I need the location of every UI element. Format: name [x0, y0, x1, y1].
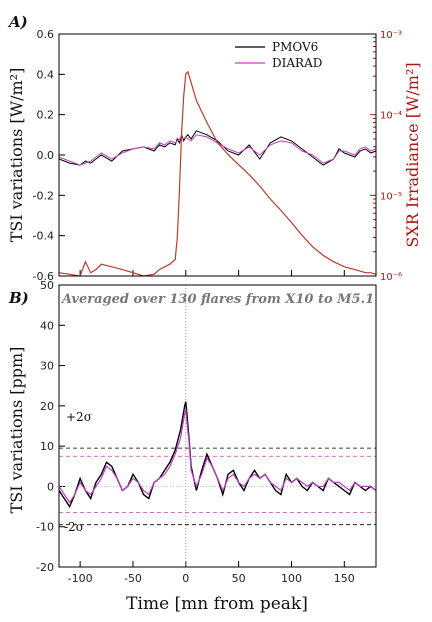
panel-b-xtick-label: 0 — [182, 572, 189, 585]
panel-a-y2tick-label: 10⁻³ — [380, 30, 402, 41]
panel-b-xtick-label: -50 — [124, 572, 142, 585]
panel-b-ytick-label: 50 — [40, 279, 54, 292]
panel-b-xtick-label: -100 — [68, 572, 93, 585]
diarad-line — [58, 134, 377, 166]
panel-b-xtick-label: 150 — [334, 572, 355, 585]
panel-b-ytick-label: 10 — [40, 440, 54, 453]
panel-b-ytick-label: 40 — [40, 319, 54, 332]
panel-b-xlabel: Time [mn from peak] — [126, 594, 308, 614]
panel-b-ytick-label: 0 — [47, 480, 54, 493]
panel-b-ytick-label: -10 — [36, 521, 54, 534]
panel-b-ytick-label: 20 — [40, 400, 54, 413]
diarad-average-line — [58, 409, 377, 504]
panel-a-ticks: -0.6 -0.4 -0.2 0.0 0.2 0.4 0.6 10⁻⁶ 10⁻⁵ 10⁻⁴ 10⁻³ — [33, 28, 402, 283]
panel-a-label: A) — [7, 13, 28, 31]
panel-a-ytick-label: -0.6 — [33, 270, 54, 283]
panel-a-ylabel: TSI variations [W/m²] — [7, 68, 26, 243]
panel-b-ytick-label: -20 — [36, 561, 54, 574]
panel-a-ytick-label: 0.0 — [37, 149, 55, 162]
legend-diarad-label: DIARAD — [272, 56, 322, 70]
panel-a-frame — [58, 33, 377, 277]
panel-a-y2tick-label: 10⁻⁵ — [380, 191, 402, 202]
panel-a-ytick-label: 0.4 — [37, 68, 55, 81]
panel-b-annotation: Averaged over 130 flares from X10 to M5.… — [60, 292, 374, 307]
panel-b-frame — [58, 284, 377, 568]
panel-b-lines — [58, 401, 377, 509]
panel-a-legend: PMOV6 DIARAD — [235, 40, 322, 70]
panel-a-lines — [58, 70, 377, 277]
panel-b-xtick-label: 50 — [232, 572, 246, 585]
panel-a-ytick-label: 0.6 — [37, 28, 55, 41]
legend-pmov6-label: PMOV6 — [272, 40, 318, 54]
panel-a-y2label: SXR Irradiance [W/m²] — [403, 62, 422, 247]
panel-a-ytick-label: 0.2 — [37, 109, 55, 122]
panel-b-ytick-label: 30 — [40, 360, 54, 373]
panel-a-y2tick-label: 10⁻⁴ — [380, 111, 402, 122]
pmov6-line — [58, 130, 377, 166]
pmov6-average-line — [58, 401, 377, 509]
panel-a-ytick-label: -0.2 — [33, 189, 54, 202]
panel-b-label: B) — [8, 289, 29, 307]
sigma-minus-label: -2σ — [64, 520, 84, 534]
sigma-plus-label: +2σ — [66, 410, 92, 424]
panel-b-xtick-label: 100 — [281, 572, 302, 585]
panel-a-ytick-label: -0.4 — [33, 230, 54, 243]
panel-b-ylabel: TSI variations [ppm] — [7, 347, 26, 514]
sxr-irradiance-line — [58, 70, 377, 277]
panel-a: A) -0.6 -0.4 -0.2 0.0 0.2 0.4 0.6 10⁻⁶ 10⁻⁵ 10⁻⁴ 1… — [7, 13, 422, 283]
panel-a-y2tick-label: 10⁻⁶ — [380, 272, 402, 283]
